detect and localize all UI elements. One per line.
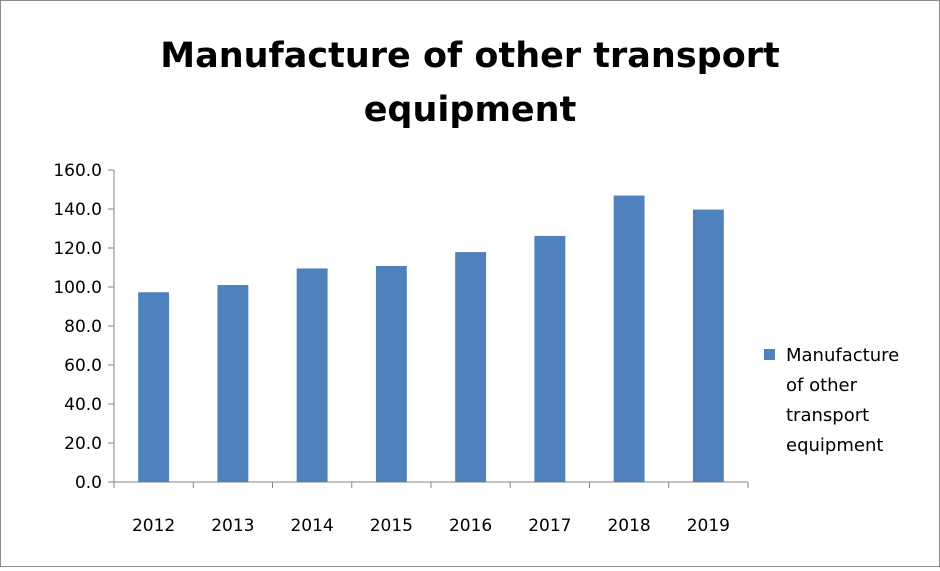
bar-2018 — [613, 195, 645, 483]
x-tick-label: 2015 — [370, 516, 413, 536]
bar-2019 — [692, 209, 724, 482]
bar-2014 — [296, 268, 328, 482]
x-tick-label: 2012 — [132, 516, 175, 536]
legend-swatch — [764, 349, 775, 360]
x-tick-label: 2014 — [290, 516, 333, 536]
x-tick-label: 2018 — [607, 516, 650, 536]
legend-label-line: equipment — [786, 435, 883, 456]
x-tick-label: 2013 — [211, 516, 254, 536]
axes-group: 0.0 20.0 40.0 60.0 80.0 100.0 120.0 140.0 160.0 2… — [53, 161, 749, 536]
bar-2012 — [138, 292, 170, 482]
y-tick-label: 120.0 — [53, 239, 102, 259]
legend-label-line: Manufacture — [786, 345, 899, 366]
y-tick-label: 20.0 — [64, 434, 102, 454]
x-tick-label: 2017 — [528, 516, 571, 536]
y-tick-label: 60.0 — [64, 356, 102, 376]
bars-group — [138, 195, 724, 483]
legend-label-line: of other — [786, 375, 858, 396]
bar-2017 — [534, 235, 566, 482]
chart-title-line-1: Manufacture of other transport — [160, 36, 780, 76]
y-tick-label: 40.0 — [64, 395, 102, 415]
bar-2015 — [375, 265, 407, 482]
x-tick-label: 2019 — [687, 516, 730, 536]
y-tick-label: 0.0 — [75, 473, 102, 493]
y-tick-label: 100.0 — [53, 278, 102, 298]
y-tick-label: 80.0 — [64, 317, 102, 337]
legend-label-line: transport — [786, 405, 869, 426]
chart-title-group: Manufacture of other transport equipment — [160, 36, 780, 130]
chart-title-line-2: equipment — [364, 90, 577, 130]
x-tick-label: 2016 — [449, 516, 492, 536]
legend: Manufacture of other transport equipment — [764, 345, 899, 456]
y-tick-label: 160.0 — [53, 161, 102, 181]
bar-2016 — [455, 252, 487, 482]
bar-2013 — [217, 285, 249, 482]
y-tick-label: 140.0 — [53, 200, 102, 220]
